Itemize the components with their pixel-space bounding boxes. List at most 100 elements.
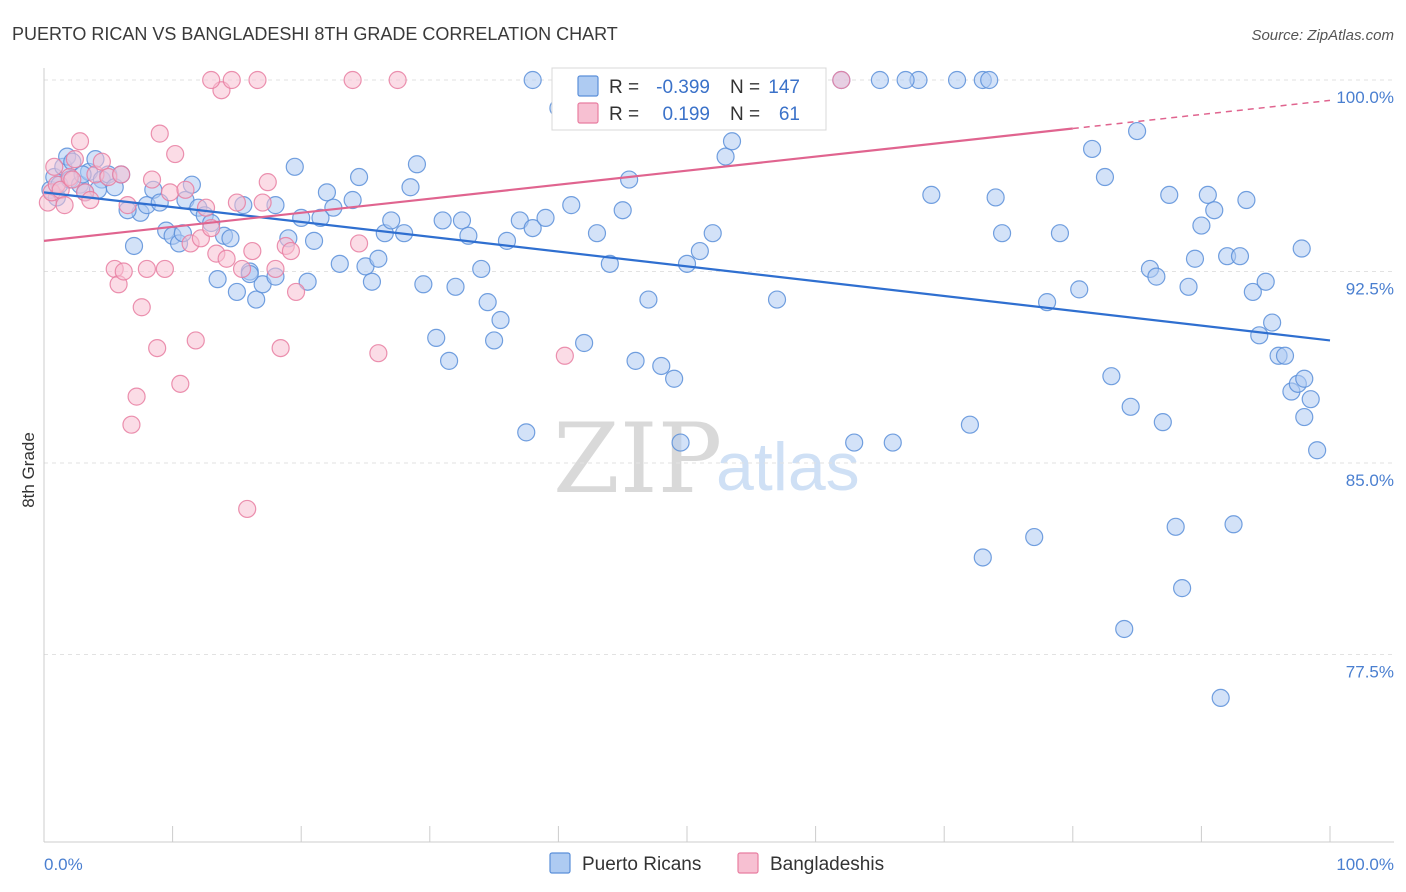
point-puerto-rican-57 bbox=[427, 328, 446, 347]
point-bangladeshi-16 bbox=[114, 262, 133, 281]
point-puerto-rican-35 bbox=[247, 290, 266, 309]
point-puerto-rican-59 bbox=[439, 351, 459, 370]
point-bangladeshi-43 bbox=[248, 70, 267, 90]
point-puerto-rican-129 bbox=[1192, 216, 1211, 235]
point-puerto-rican-85 bbox=[677, 254, 697, 273]
point-puerto-rican-60 bbox=[446, 277, 465, 296]
point-puerto-rican-81 bbox=[639, 290, 658, 309]
point-bangladeshi-44 bbox=[253, 193, 272, 212]
point-puerto-rican-84 bbox=[671, 433, 690, 452]
point-bangladeshi-8 bbox=[70, 132, 90, 151]
legend-n-value-blue: 147 bbox=[768, 77, 800, 98]
point-bangladeshi-10 bbox=[81, 190, 100, 210]
series-legend-swatch-bangladeshis bbox=[737, 852, 759, 874]
point-puerto-rican-70 bbox=[523, 218, 542, 238]
point-puerto-rican-87 bbox=[703, 224, 722, 243]
point-puerto-rican-66 bbox=[491, 310, 510, 330]
point-puerto-rican-135 bbox=[1230, 247, 1250, 266]
chart-source: Source: ZipAtlas.com bbox=[1251, 27, 1394, 44]
point-puerto-rican-107 bbox=[960, 415, 980, 434]
point-puerto-rican-31 bbox=[221, 229, 240, 248]
point-puerto-rican-42 bbox=[304, 231, 324, 250]
point-bangladeshi-33 bbox=[196, 198, 216, 217]
point-puerto-rican-139 bbox=[1256, 272, 1275, 291]
point-puerto-rican-71 bbox=[536, 208, 555, 227]
x-tick-label-min: 0.0% bbox=[44, 855, 83, 874]
point-bangladeshi-21 bbox=[137, 259, 156, 279]
points-layer bbox=[38, 70, 1327, 708]
point-bangladeshi-52 bbox=[349, 234, 369, 253]
point-puerto-rican-120 bbox=[1127, 121, 1147, 141]
point-bangladeshi-37 bbox=[217, 249, 236, 268]
point-puerto-rican-136 bbox=[1237, 190, 1256, 210]
point-puerto-rican-125 bbox=[1166, 517, 1185, 536]
point-puerto-rican-74 bbox=[562, 196, 581, 215]
point-puerto-rican-113 bbox=[1050, 224, 1070, 243]
point-puerto-rican-76 bbox=[587, 224, 607, 243]
point-bangladeshi-7 bbox=[65, 150, 84, 169]
series-legend-swatch-puerto-ricans bbox=[549, 852, 571, 874]
point-puerto-rican-140 bbox=[1263, 313, 1282, 332]
point-puerto-rican-127 bbox=[1179, 277, 1198, 296]
point-bangladeshi-12 bbox=[92, 152, 111, 171]
point-bangladeshi-2 bbox=[45, 157, 64, 176]
y-tick-label-77-5: 77.5% bbox=[1346, 663, 1394, 682]
point-bangladeshi-55 bbox=[555, 346, 574, 365]
trend-layer bbox=[43, 99, 1331, 342]
point-puerto-rican-78 bbox=[613, 201, 632, 220]
point-puerto-rican-82 bbox=[652, 356, 671, 376]
point-puerto-rican-149 bbox=[1292, 239, 1311, 258]
point-puerto-rican-147 bbox=[1308, 441, 1327, 460]
point-bangladeshi-46 bbox=[266, 259, 285, 279]
point-puerto-rican-119 bbox=[1121, 397, 1140, 416]
point-bangladeshi-54 bbox=[388, 70, 407, 90]
point-puerto-rican-86 bbox=[690, 241, 709, 261]
point-puerto-rican-89 bbox=[722, 132, 742, 151]
point-bangladeshi-22 bbox=[142, 170, 162, 189]
point-bangladeshi-28 bbox=[171, 374, 190, 393]
point-bangladeshi-17 bbox=[118, 196, 137, 215]
legend-r-label-pink: R = bbox=[609, 104, 639, 125]
point-bangladeshi-27 bbox=[166, 144, 185, 164]
point-puerto-rican-41 bbox=[298, 272, 317, 291]
point-puerto-rican-134 bbox=[1224, 515, 1243, 534]
point-bangladeshi-51 bbox=[343, 70, 362, 90]
point-puerto-rican-83 bbox=[665, 369, 684, 388]
point-puerto-rican-47 bbox=[349, 167, 369, 187]
legend-n-value-pink: 61 bbox=[779, 104, 800, 125]
point-puerto-rican-131 bbox=[1205, 201, 1224, 220]
point-puerto-rican-117 bbox=[1102, 367, 1121, 386]
point-puerto-rican-128 bbox=[1185, 249, 1205, 268]
y-tick-label-100: 100.0% bbox=[1336, 88, 1394, 107]
point-bangladeshi-50 bbox=[286, 282, 306, 302]
point-puerto-rican-109 bbox=[986, 188, 1005, 207]
point-puerto-rican-145 bbox=[1295, 369, 1314, 388]
watermark-atlas: atlas bbox=[716, 429, 860, 505]
point-bangladeshi-41 bbox=[238, 499, 257, 519]
point-puerto-rican-103 bbox=[980, 70, 999, 90]
point-puerto-rican-56 bbox=[414, 275, 433, 294]
point-puerto-rican-111 bbox=[1025, 527, 1044, 547]
point-puerto-rican-50 bbox=[369, 249, 388, 268]
y-tick-label-85: 85.0% bbox=[1346, 471, 1394, 490]
point-bangladeshi-57 bbox=[832, 70, 851, 90]
point-puerto-rican-105 bbox=[870, 70, 890, 90]
point-puerto-rican-65 bbox=[485, 331, 504, 350]
series-legend-label-puerto-ricans: Puerto Ricans bbox=[582, 854, 701, 875]
point-puerto-rican-52 bbox=[382, 211, 401, 230]
point-bangladeshi-47 bbox=[271, 339, 290, 358]
point-bangladeshi-45 bbox=[258, 173, 277, 192]
point-puerto-rican-137 bbox=[1243, 282, 1262, 302]
legend-n-label-pink: N = bbox=[730, 104, 760, 125]
watermark: ZIP atlas bbox=[553, 403, 860, 515]
point-puerto-rican-58 bbox=[433, 211, 452, 230]
legend-r-label-blue: R = bbox=[609, 77, 639, 98]
point-puerto-rican-43 bbox=[317, 183, 337, 202]
point-puerto-rican-124 bbox=[1160, 185, 1179, 204]
point-puerto-rican-92 bbox=[767, 290, 787, 309]
point-puerto-rican-39 bbox=[285, 157, 304, 176]
series-legend-label-bangladeshis: Bangladeshis bbox=[770, 854, 884, 875]
point-puerto-rican-88 bbox=[716, 147, 735, 166]
point-bangladeshi-38 bbox=[222, 70, 241, 90]
point-puerto-rican-55 bbox=[407, 155, 427, 174]
